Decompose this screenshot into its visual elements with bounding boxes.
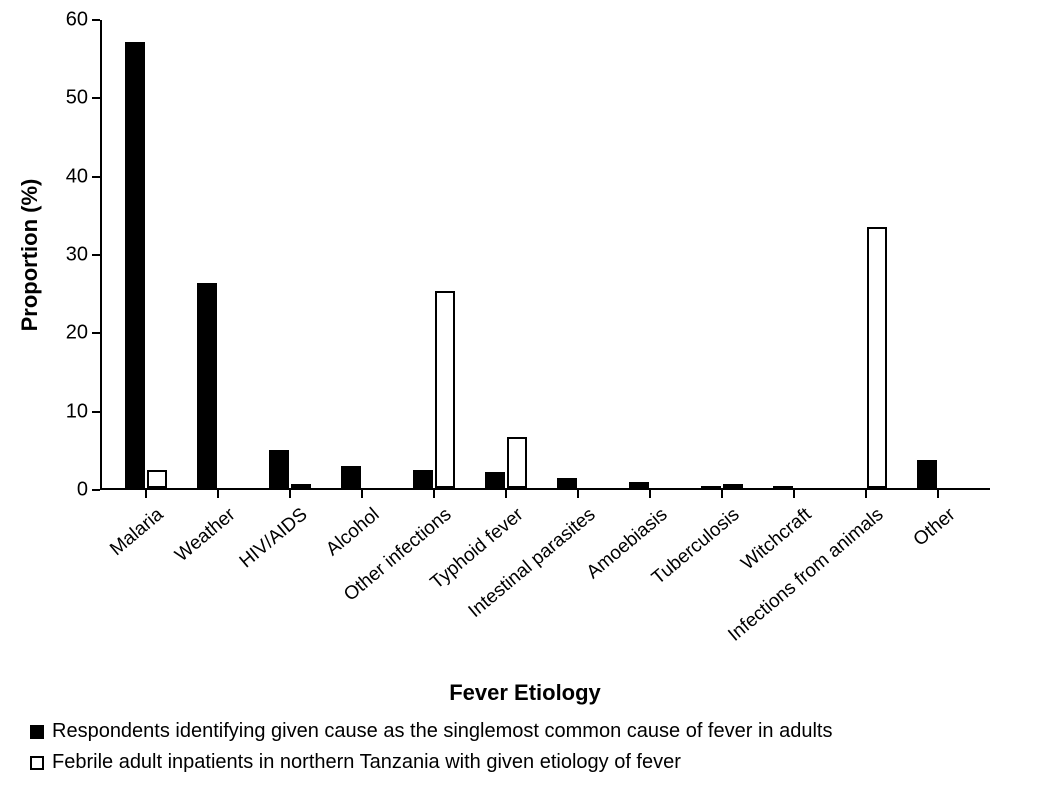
x-tick xyxy=(793,490,795,498)
bar-solid xyxy=(557,478,577,488)
x-tick-label: Weather xyxy=(171,504,240,567)
x-tick xyxy=(937,490,939,498)
x-axis-line xyxy=(100,488,990,490)
bar-solid xyxy=(485,472,505,488)
x-tick xyxy=(505,490,507,498)
legend: Respondents identifying given cause as t… xyxy=(30,720,832,782)
bar-hollow xyxy=(147,470,167,488)
y-tick xyxy=(92,176,100,178)
y-tick xyxy=(92,97,100,99)
y-tick-label: 50 xyxy=(66,87,88,110)
x-tick xyxy=(649,490,651,498)
y-tick xyxy=(92,489,100,491)
x-tick xyxy=(577,490,579,498)
bar-solid xyxy=(917,460,937,488)
plot-area: 0102030405060MalariaWeatherHIV/AIDSAlcoh… xyxy=(100,20,990,490)
x-tick xyxy=(145,490,147,498)
x-axis-title: Fever Etiology xyxy=(449,680,601,706)
y-axis-title: Proportion (%) xyxy=(17,179,43,332)
x-tick xyxy=(865,490,867,498)
bar-hollow xyxy=(507,437,527,488)
bar-solid xyxy=(413,470,433,488)
y-tick-label: 60 xyxy=(66,9,88,32)
bar-solid xyxy=(773,486,793,488)
x-tick xyxy=(289,490,291,498)
y-tick-label: 0 xyxy=(77,479,88,502)
bar-hollow xyxy=(291,484,311,488)
y-tick-label: 20 xyxy=(66,322,88,345)
y-tick-label: 10 xyxy=(66,400,88,423)
y-tick xyxy=(92,19,100,21)
bar-hollow xyxy=(723,484,743,488)
legend-item-respondents: Respondents identifying given cause as t… xyxy=(30,720,832,743)
legend-label: Respondents identifying given cause as t… xyxy=(52,720,832,743)
x-tick xyxy=(217,490,219,498)
x-tick xyxy=(721,490,723,498)
legend-swatch-hollow xyxy=(30,756,44,770)
bar-hollow xyxy=(867,227,887,488)
y-tick-label: 40 xyxy=(66,165,88,188)
y-tick-label: 30 xyxy=(66,244,88,267)
legend-label: Febrile adult inpatients in northern Tan… xyxy=(52,751,681,774)
y-tick xyxy=(92,254,100,256)
y-tick xyxy=(92,411,100,413)
x-tick xyxy=(433,490,435,498)
bar-solid xyxy=(701,486,721,488)
fever-etiology-chart: Proportion (%) 0102030405060MalariaWeath… xyxy=(0,0,1050,802)
x-tick-label: Intestinal parasites xyxy=(465,504,600,623)
bar-solid xyxy=(341,466,361,488)
x-tick-label: Alcohol xyxy=(322,504,384,561)
x-tick-label: HIV/AIDS xyxy=(236,504,312,573)
x-tick xyxy=(361,490,363,498)
x-tick-label: Other xyxy=(910,504,961,551)
y-tick xyxy=(92,332,100,334)
bars-container xyxy=(100,20,990,488)
bar-hollow xyxy=(435,291,455,488)
legend-swatch-solid xyxy=(30,725,44,739)
bar-solid xyxy=(629,482,649,488)
bar-solid xyxy=(269,450,289,488)
x-tick-label: Malaria xyxy=(106,504,168,561)
bar-solid xyxy=(197,283,217,488)
legend-item-inpatients: Febrile adult inpatients in northern Tan… xyxy=(30,751,832,774)
bar-solid xyxy=(125,42,145,489)
